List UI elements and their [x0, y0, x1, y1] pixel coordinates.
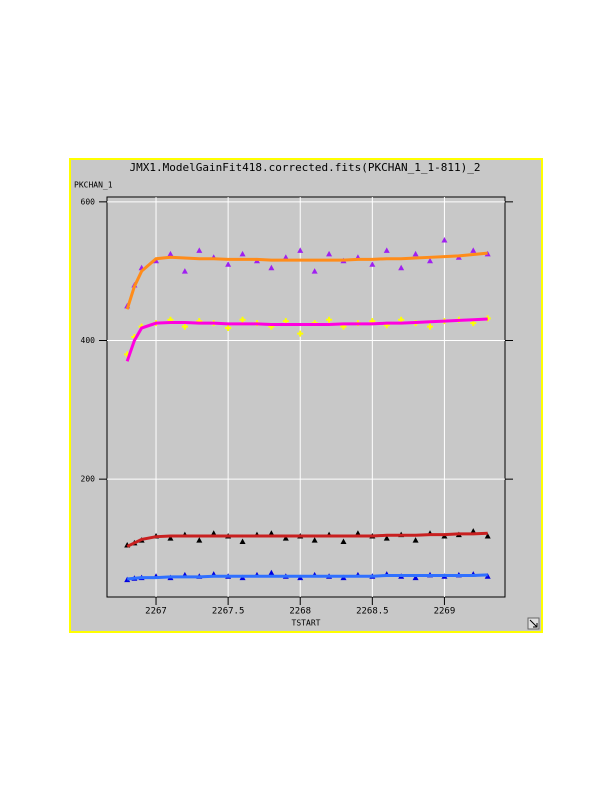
point — [268, 569, 275, 576]
point — [124, 576, 131, 583]
point — [181, 268, 188, 274]
point — [239, 538, 246, 545]
fit-line — [125, 317, 488, 362]
fit-line — [127, 573, 488, 581]
point — [239, 250, 246, 257]
point — [369, 261, 376, 267]
point — [196, 247, 203, 253]
point — [167, 535, 174, 541]
point — [297, 330, 304, 337]
point — [225, 261, 232, 267]
fit-line — [126, 531, 488, 548]
x-tick-label: 2268 — [289, 607, 311, 617]
point — [167, 250, 174, 257]
plot-area — [106, 196, 506, 598]
point — [441, 236, 448, 243]
point — [239, 316, 246, 323]
y-tick-label: 200 — [81, 475, 96, 484]
x-axis-label: TSTART — [292, 619, 321, 628]
point — [354, 530, 361, 536]
point — [383, 247, 390, 253]
point — [470, 528, 477, 534]
y-tick-label: 400 — [81, 336, 96, 345]
point — [427, 323, 434, 330]
point — [326, 316, 333, 323]
point — [412, 250, 419, 257]
point — [282, 254, 289, 260]
point — [282, 535, 289, 541]
y-axis-label: PKCHAN_1 — [74, 181, 113, 190]
point — [268, 264, 275, 271]
y-tick-label: 600 — [81, 197, 96, 206]
point — [427, 257, 434, 264]
point — [340, 538, 347, 545]
x-tick-label: 2267.5 — [212, 607, 245, 617]
point — [470, 247, 477, 253]
point — [412, 537, 419, 543]
point — [181, 323, 188, 330]
fit-line — [125, 251, 488, 310]
point — [297, 247, 304, 253]
point — [326, 250, 333, 257]
resize-arrow[interactable] — [529, 619, 538, 628]
chart-title: JMX1.ModelGainFit418.corrected.fits(PKCH… — [130, 161, 481, 174]
x-tick-label: 2268.5 — [356, 607, 389, 617]
point — [383, 535, 390, 541]
point — [412, 574, 419, 581]
point — [268, 530, 275, 536]
point — [484, 532, 491, 539]
point — [398, 264, 405, 271]
point — [196, 537, 203, 543]
point — [225, 325, 232, 332]
resize-icon[interactable] — [527, 617, 540, 630]
point — [210, 530, 217, 536]
x-tick-label: 2269 — [434, 607, 456, 617]
point — [311, 537, 318, 543]
x-tick-label: 2267 — [145, 607, 167, 617]
point — [311, 268, 318, 274]
